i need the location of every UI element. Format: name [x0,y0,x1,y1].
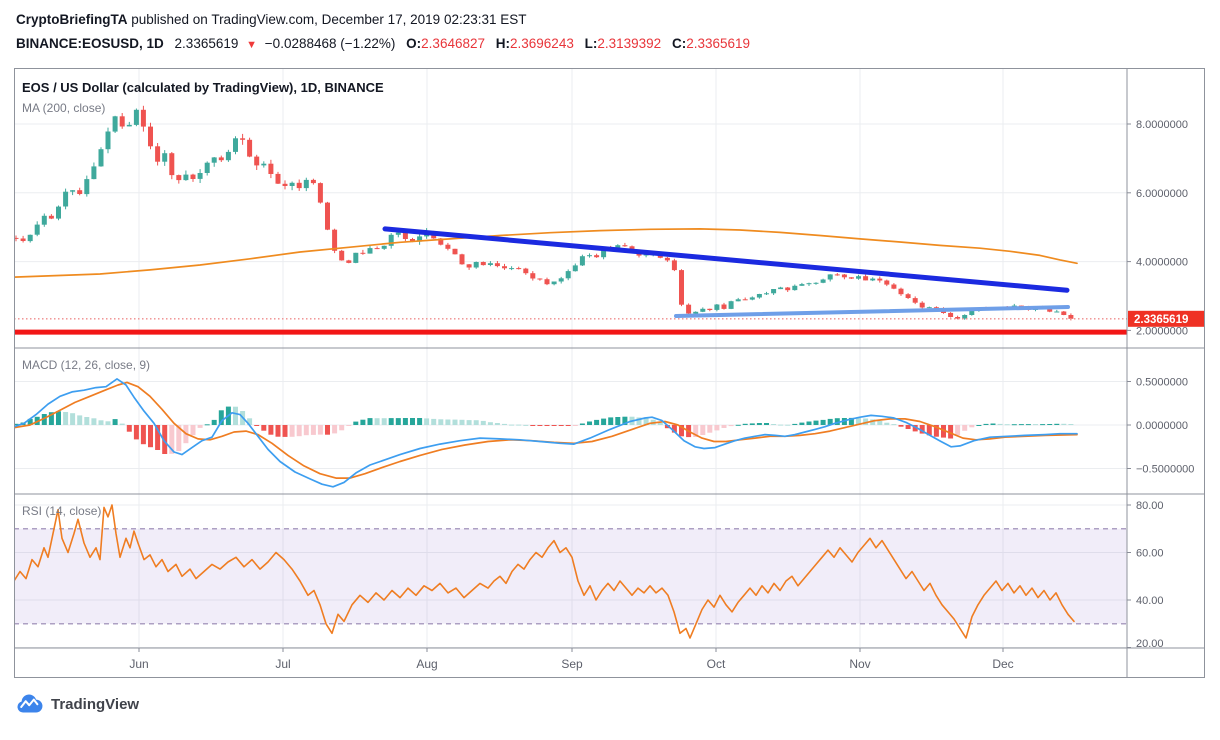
chart-canvas[interactable]: 8.0000000 6.0000000 4.0000000 2.0000000 0.50… [14,68,1205,678]
svg-text:60.00: 60.00 [1136,548,1164,560]
svg-text:8.0000000: 8.0000000 [1136,119,1188,131]
svg-text:80.00: 80.00 [1136,500,1164,512]
svg-text:0.0000000: 0.0000000 [1136,420,1188,432]
high-label: H: [495,36,511,51]
svg-text:4.0000000: 4.0000000 [1136,257,1188,269]
svg-text:20.00: 20.00 [1136,638,1164,650]
attribution-line: CryptoBriefingTA published on TradingVie… [16,12,527,27]
open-label: O: [406,36,422,51]
high-value: 2.3696243 [510,36,574,51]
chart-container: 8.0000000 6.0000000 4.0000000 2.0000000 0.50… [14,68,1205,678]
symbol-info-line: BINANCE:EOSUSD, 1D 2.3365619 ▼ −0.028846… [16,36,750,51]
svg-text:2.3365619: 2.3365619 [1134,314,1188,326]
svg-text:40.00: 40.00 [1136,595,1164,607]
svg-text:Jul: Jul [275,657,290,671]
author-name: CryptoBriefingTA [16,12,128,27]
down-arrow-icon: ▼ [246,39,258,51]
svg-text:Dec: Dec [992,657,1013,671]
attribution-text: published on TradingView.com, December 1… [127,12,527,27]
svg-text:Jun: Jun [129,657,148,671]
svg-text:Nov: Nov [849,657,870,671]
tradingview-logo-icon [17,694,43,713]
svg-text:6.0000000: 6.0000000 [1136,188,1188,200]
close-value: 2.3365619 [686,36,751,51]
tradingview-attribution[interactable]: TradingView [16,694,139,715]
svg-text:Oct: Oct [707,657,726,671]
symbol-name: BINANCE:EOSUSD, 1D [16,36,164,51]
last-price: 2.3365619 [174,36,239,51]
tradingview-brand-text: TradingView [51,696,140,713]
open-value: 2.3646827 [421,36,485,51]
low-label: L: [584,36,598,51]
svg-text:Aug: Aug [416,657,437,671]
svg-text:Sep: Sep [561,657,583,671]
price-change: −0.0288468 (−1.22%) [264,36,396,51]
low-value: 2.3139392 [597,36,662,51]
svg-text:2.0000000: 2.0000000 [1136,325,1188,337]
svg-text:0.5000000: 0.5000000 [1136,377,1188,389]
svg-text:−0.5000000: −0.5000000 [1136,464,1194,476]
close-label: C: [671,36,687,51]
